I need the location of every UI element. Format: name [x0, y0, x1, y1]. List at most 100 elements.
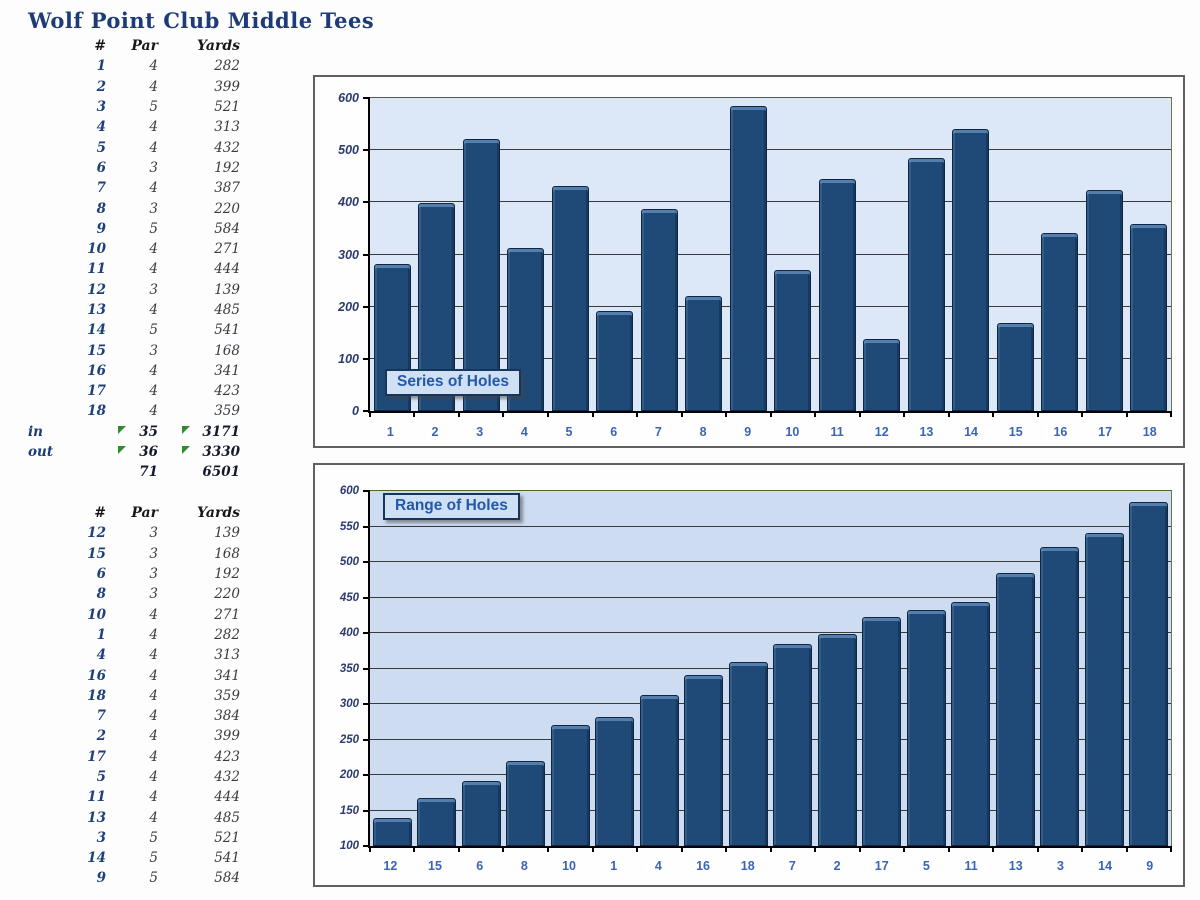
- y-axis-tick-label: 200: [338, 299, 359, 314]
- y-axis-tick-mark: [363, 809, 370, 812]
- bar-hole-10: [774, 269, 812, 411]
- x-axis-tick-mark: [814, 846, 816, 852]
- par-cell: 4: [149, 687, 158, 704]
- yards-cell: 444: [214, 261, 240, 278]
- bar-hole-9: [1129, 502, 1169, 846]
- bar-hole-14: [952, 128, 990, 411]
- yards-cell: 168: [214, 545, 240, 562]
- bars-container: [370, 491, 1171, 846]
- gridline: [370, 357, 1171, 359]
- bar-slot: [904, 491, 949, 846]
- bar-hole-4: [639, 694, 679, 846]
- hole-number-cell: 18: [87, 403, 106, 420]
- par-cell: 5: [149, 322, 158, 339]
- yards-cell: 541: [214, 322, 240, 339]
- table-row: 1 4 282: [28, 625, 240, 645]
- x-axis-tick-mark: [858, 411, 861, 417]
- x-axis-category-label: 17: [1098, 425, 1113, 439]
- x-axis-category-label: 8: [699, 425, 707, 439]
- bar-slot: [726, 491, 771, 846]
- x-axis-tick-mark: [680, 846, 683, 852]
- table-row: 17 4 423: [28, 747, 240, 767]
- table-row: 3 5 521: [28, 828, 240, 848]
- hole-number-cell: 6: [96, 566, 106, 583]
- par-header: Par: [131, 505, 158, 522]
- gridline: [370, 809, 1171, 811]
- page-title: Wolf Point Club Middle Tees: [28, 8, 375, 33]
- hole-number-cell: 4: [96, 119, 106, 136]
- table-row: 5 4 432: [28, 767, 240, 787]
- par-cell: 5: [149, 220, 158, 237]
- hole-number-cell: 1: [96, 626, 106, 643]
- x-axis-category-label: 4: [654, 859, 662, 873]
- table-row: 11 4 444: [28, 259, 240, 279]
- bar-hole-7: [640, 209, 678, 411]
- gridline: [370, 305, 1171, 307]
- table-row: 8 3 220: [28, 198, 240, 218]
- x-axis-tick-mark: [457, 846, 460, 852]
- table-body: 1 4 282 2 4 399 3 5 521 4 4 313 5 4 432 6 3 192 7 4 387 8 3 220…: [28, 56, 240, 482]
- par-cell: 4: [149, 708, 158, 725]
- table-row: 17 4 423: [28, 381, 240, 401]
- y-axis-tick-label: 600: [339, 485, 359, 497]
- table-row: 18 4 359: [28, 401, 240, 421]
- range-chart-legend: Range of Holes: [383, 493, 520, 520]
- x-axis-category-label: 7: [788, 859, 796, 873]
- bar-hole-14: [1084, 532, 1124, 846]
- summary-row: 71 6501: [28, 462, 240, 482]
- hole-number-cell: 7: [96, 180, 106, 197]
- y-axis-tick-mark: [363, 561, 370, 563]
- yards-cell: 220: [214, 200, 240, 217]
- x-axis-tick-mark: [546, 411, 549, 417]
- bar-slot: [993, 491, 1038, 846]
- x-axis-category-label: 6: [476, 859, 484, 873]
- par-cell: 4: [149, 362, 158, 379]
- hole-number-cell: 14: [87, 850, 106, 867]
- yards-cell: 313: [214, 119, 240, 136]
- hole-number-cell: 17: [87, 748, 106, 765]
- x-axis-category-label: 18: [740, 859, 755, 873]
- table-header-row: # Par Yards: [28, 36, 240, 56]
- bar-slot: [726, 98, 771, 411]
- table-row: 2 4 399: [28, 77, 240, 97]
- x-axis-category-label: 7: [654, 425, 662, 439]
- bar-slot: [370, 491, 415, 846]
- bar-slot: [415, 491, 460, 846]
- table-row: 3 5 521: [28, 97, 240, 117]
- gridline: [370, 201, 1171, 203]
- series-chart-plot-area: 0 100 200 300 400 500 600: [338, 91, 1172, 418]
- par-cell: 5: [149, 99, 158, 116]
- table-row: 11 4 444: [28, 787, 240, 807]
- hole-number-cell: 12: [87, 525, 106, 542]
- table-row: 10 4 271: [28, 239, 240, 259]
- par-cell: 4: [149, 302, 158, 318]
- range-chart-x-axis-labels: 12 15 6 8 10 1 4 16 18 7 2 17 5 11 13 3 14 9: [368, 859, 1172, 873]
- gridline: [370, 703, 1171, 704]
- y-axis-tick-label: 200: [339, 769, 359, 781]
- hole-number-cell: 12: [87, 281, 106, 298]
- x-axis-category-label: 12: [874, 425, 889, 439]
- gridline: [370, 632, 1171, 633]
- y-axis-tick-label: 100: [338, 351, 359, 366]
- yards-cell: 444: [214, 789, 240, 806]
- bar-hole-16: [684, 674, 724, 846]
- front-nine-back-nine-table: # Par Yards 1 4 282 2 4 399 3 5 521 4 4 313 5 4 432 6 3 1…: [28, 36, 240, 483]
- summary-yards-cell: 6501: [202, 464, 240, 481]
- x-axis-tick-mark: [992, 846, 994, 852]
- table-row: 14 5 541: [28, 848, 240, 868]
- x-axis-category-label: 17: [874, 859, 889, 873]
- hole-number-cell: 11: [87, 789, 106, 806]
- par-cell: 3: [149, 586, 158, 603]
- x-axis-tick-mark: [546, 846, 549, 852]
- x-axis-category-label: 10: [785, 425, 800, 439]
- bar-hole-1: [595, 716, 635, 846]
- summary-par-cell: 71: [139, 464, 158, 481]
- table-row: 1 4 282: [28, 56, 240, 76]
- par-cell: 4: [149, 728, 158, 745]
- yards-cell: 168: [214, 342, 240, 359]
- par-cell: 4: [149, 789, 158, 806]
- bar-hole-3: [1040, 547, 1080, 846]
- x-axis-category-label: 1: [610, 859, 618, 873]
- gridline: [370, 561, 1171, 562]
- x-axis-tick-mark: [1170, 846, 1172, 852]
